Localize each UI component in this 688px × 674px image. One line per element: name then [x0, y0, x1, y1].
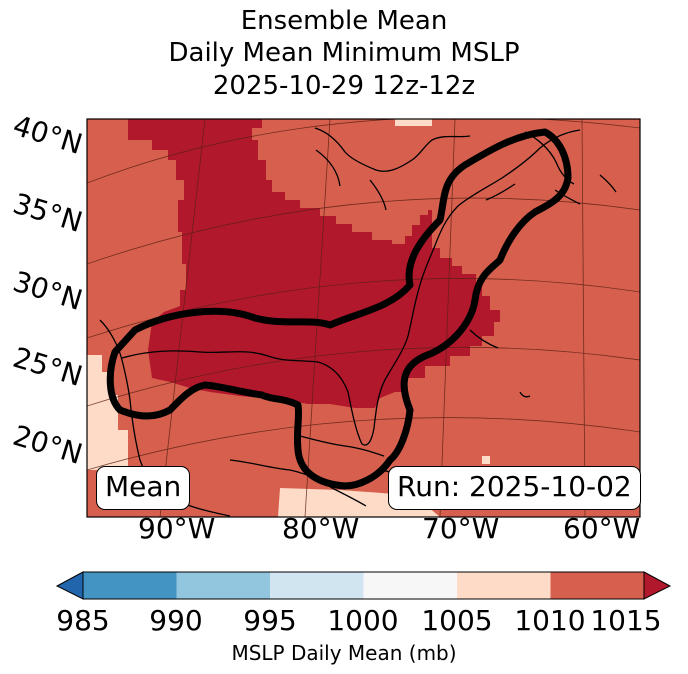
field-1005-1010-north	[395, 119, 432, 126]
map-area	[87, 119, 640, 517]
lon-label-90w: 90°W	[138, 512, 216, 545]
lon-label-80w: 80°W	[282, 512, 360, 545]
title-line-1: Ensemble Mean	[240, 6, 448, 36]
colorbar-label: MSLP Daily Mean (mb)	[231, 641, 457, 665]
colorbar-frame	[82, 571, 645, 600]
colorbar-bin-1010-1015	[550, 572, 644, 599]
colorbar-tick-985: 985	[56, 604, 110, 637]
lon-label-60w: 60°W	[563, 512, 641, 545]
map-frame	[86, 118, 641, 518]
colorbar-extend-low	[55, 571, 84, 600]
colorbar-tick-1005: 1005	[421, 604, 493, 637]
colorbar-bin-990-995	[176, 572, 270, 599]
colorbar-bin-985-990	[83, 572, 177, 599]
lon-label-70w: 70°W	[422, 512, 500, 545]
run-date-box: Run: 2025-10-02	[388, 466, 641, 510]
colorbar-tick-990: 990	[149, 604, 203, 637]
graticule	[87, 119, 640, 517]
colorbar-tick-1015: 1015	[590, 604, 662, 637]
colorbar	[55, 571, 672, 600]
colorbar-extend-high	[643, 571, 672, 600]
mean-label-box: Mean	[96, 466, 191, 510]
title-line-3: 2025-10-29 12z-12z	[212, 71, 476, 101]
field-1005-1010-dot	[482, 456, 490, 464]
field-1005-1010-west	[87, 355, 128, 470]
colorbar-bin-995-1000	[270, 572, 364, 599]
colorbar-tick-995: 995	[243, 604, 297, 637]
colorbar-tick-1000: 1000	[327, 604, 399, 637]
threshold-contour	[106, 128, 572, 490]
colorbar-bin-1000-1005	[363, 572, 457, 599]
field-above-1015	[128, 119, 500, 408]
title-line-2: Daily Mean Minimum MSLP	[168, 38, 520, 68]
colorbar-bin-1005-1010	[457, 572, 551, 599]
colorbar-tick-1010: 1010	[514, 604, 586, 637]
